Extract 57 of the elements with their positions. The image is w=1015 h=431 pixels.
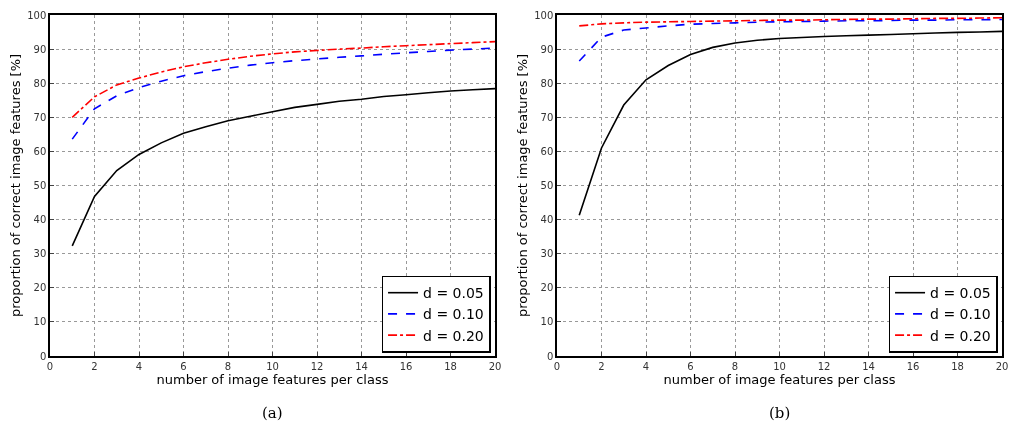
y-tick-label: 30 — [33, 248, 47, 260]
x-tick-label: 14 — [862, 360, 875, 372]
y-tick-label: 80 — [540, 77, 554, 89]
x-axis-title: number of image features per class — [156, 371, 389, 387]
x-tick-label: 4 — [642, 360, 650, 372]
y-tick-label: 80 — [33, 77, 47, 89]
x-tick-label: 8 — [224, 360, 232, 372]
y-tick-label: 20 — [540, 282, 554, 294]
x-tick-label: 12 — [310, 360, 324, 372]
legend-label: d = 0.05 — [423, 285, 484, 302]
legend-label: d = 0.20 — [423, 327, 484, 344]
x-tick-label: 12 — [817, 360, 831, 372]
y-tick-label: 90 — [33, 43, 47, 55]
x-tick-label: 20 — [488, 360, 502, 372]
y-tick-label: 60 — [33, 145, 47, 157]
y-tick-label: 10 — [33, 316, 47, 328]
x-axis-title: number of image features per class — [663, 371, 896, 387]
x-tick-label: 6 — [180, 360, 187, 372]
line-series — [71, 40, 495, 119]
line-series — [578, 18, 1002, 62]
x-tick-label: 16 — [906, 360, 920, 372]
y-tick-label: 60 — [540, 145, 554, 157]
x-tick-label: 6 — [687, 360, 694, 372]
legend-label: d = 0.10 — [930, 306, 991, 323]
text: (b) — [769, 404, 791, 422]
y-tick-label: 70 — [33, 111, 47, 123]
y-tick-label: 0 — [546, 350, 554, 362]
y-tick-label: 100 — [534, 9, 554, 21]
y-axis-title: proportion of correct image features [%] — [514, 53, 530, 318]
x-tick-label: 10 — [266, 360, 279, 372]
x-tick-label: 18 — [444, 360, 457, 372]
y-tick-label: 50 — [33, 180, 47, 191]
y-tick-label: 100 — [27, 9, 47, 21]
y-tick-label: 0 — [39, 350, 47, 362]
y-tick-label: 40 — [33, 214, 47, 226]
y-tick-label: 20 — [33, 282, 47, 294]
y-axis-title: proportion of correct image features [%] — [7, 53, 23, 318]
x-tick-label: 16 — [399, 360, 413, 372]
x-tick-label: 2 — [598, 360, 605, 372]
y-tick-label: 30 — [540, 248, 554, 260]
y-tick-label: 10 — [540, 316, 554, 328]
y-tick-label: 70 — [540, 111, 554, 123]
line-series — [578, 16, 1002, 27]
x-tick-label: 14 — [355, 360, 368, 372]
legend-label: d = 0.10 — [423, 306, 484, 323]
y-tick-label: 40 — [540, 214, 554, 226]
y-tick-label: 50 — [540, 180, 554, 191]
x-tick-label: 18 — [951, 360, 964, 372]
x-tick-label: 2 — [91, 360, 98, 372]
legend-label: d = 0.20 — [930, 327, 991, 344]
y-tick-label: 90 — [540, 43, 554, 55]
x-tick-label: 4 — [135, 360, 143, 372]
x-tick-label: 10 — [773, 360, 786, 372]
text: (a) — [262, 404, 283, 422]
x-tick-label: 20 — [995, 360, 1009, 372]
legend-label: d = 0.05 — [930, 285, 991, 302]
x-tick-label: 8 — [731, 360, 739, 372]
